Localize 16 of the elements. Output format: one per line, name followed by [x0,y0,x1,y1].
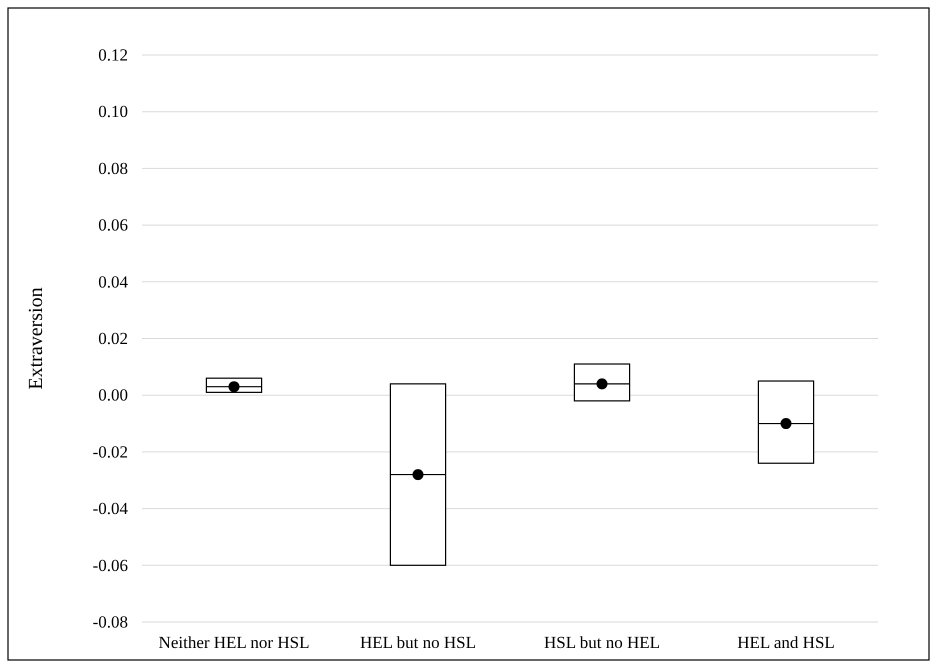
y-tick-label: -0.02 [92,442,128,462]
y-tick-label: 0.00 [98,386,128,405]
x-tick-label: HEL and HSL [737,633,835,652]
y-tick-label: 0.08 [98,158,128,178]
y-tick-label: 0.12 [98,45,128,64]
x-tick-label: Neither HEL nor HSL [158,633,310,652]
y-tick-label: 0.02 [98,328,128,348]
x-tick-label: HSL but no HEL [544,633,660,652]
y-tick-label: 0.10 [98,102,128,122]
y-axis-title: Extraversion [25,287,47,390]
y-tick-label: -0.04 [92,499,128,518]
y-tick-label: -0.08 [92,612,128,632]
x-tick-label: HEL but no HSL [360,633,476,652]
y-tick-label: -0.06 [92,556,128,575]
y-tick-label: 0.06 [98,216,128,235]
y-tick-label: 0.04 [98,272,128,292]
